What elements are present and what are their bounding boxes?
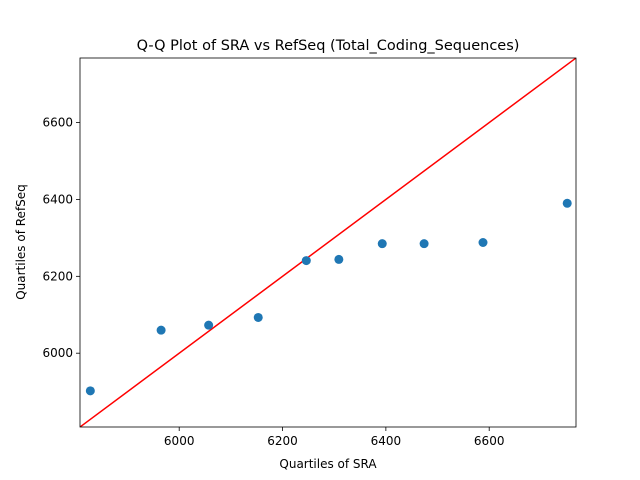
reference-line xyxy=(80,58,576,427)
y-tick-label-6000: 6000 xyxy=(42,346,73,360)
data-point-4 xyxy=(301,256,311,266)
chart-title: Q-Q Plot of SRA vs RefSeq (Total_Coding_… xyxy=(137,38,520,54)
data-point-2 xyxy=(204,320,214,330)
x-tick-label-6400: 6400 xyxy=(371,434,402,448)
data-point-8 xyxy=(478,238,488,247)
y-axis-label: Quartiles of RefSeq xyxy=(14,184,28,300)
y-tick-label-6400: 6400 xyxy=(42,192,73,206)
x-tick-label-6600: 6600 xyxy=(474,434,505,448)
data-point-6 xyxy=(377,239,387,249)
data-point-3 xyxy=(253,312,263,322)
data-point-7 xyxy=(419,239,429,249)
data-point-1 xyxy=(156,325,166,335)
data-point-9 xyxy=(562,198,572,208)
y-tick-label-6600: 6600 xyxy=(42,116,73,130)
x-axis-label: Quartiles of SRA xyxy=(279,457,377,471)
data-point-5 xyxy=(334,254,344,264)
x-tick-label-6000: 6000 xyxy=(164,434,195,448)
plot-area: 6000 6200 6400 6600 6000 6200 6400 6600 xyxy=(42,57,577,448)
plot-frame xyxy=(79,57,577,428)
y-tick-label-6200: 6200 xyxy=(42,269,73,283)
data-point-0 xyxy=(85,386,95,396)
x-tick-label-6200: 6200 xyxy=(267,434,298,448)
